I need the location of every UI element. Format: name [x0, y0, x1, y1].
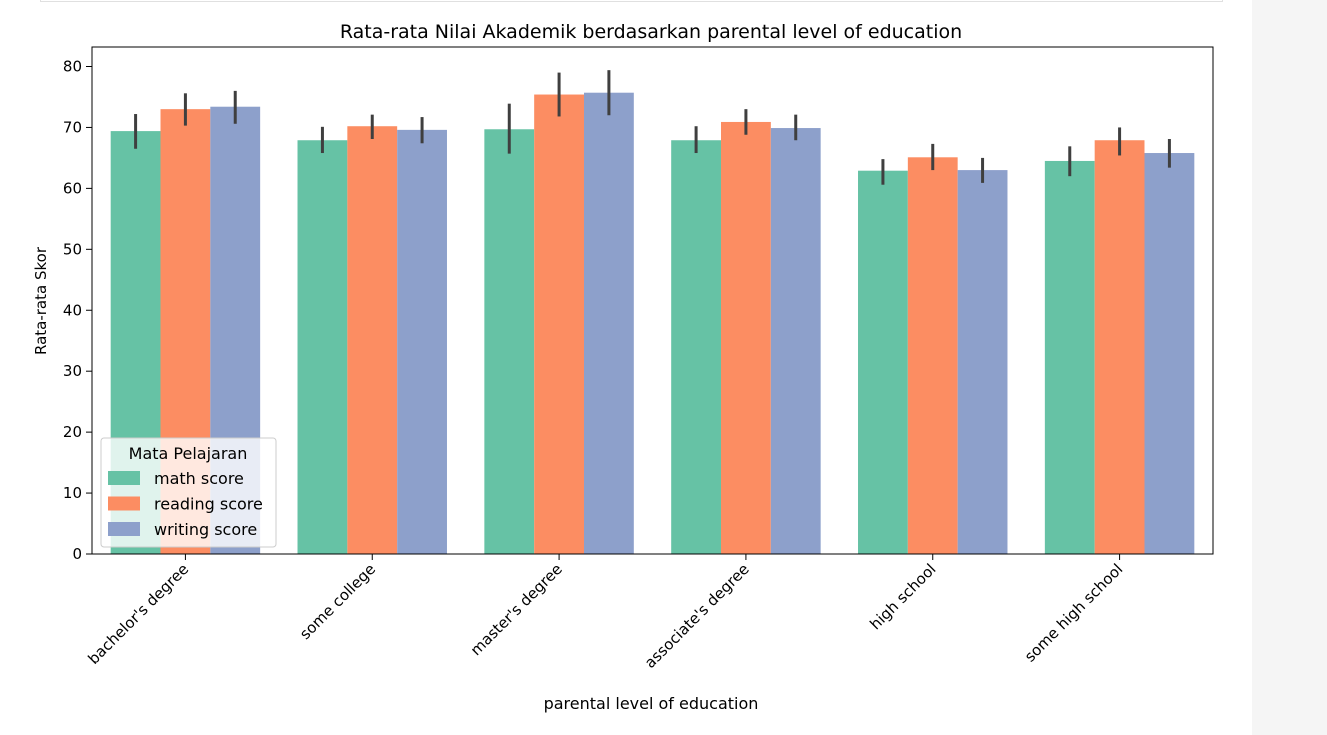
- bar: [484, 129, 535, 554]
- bar: [583, 92, 634, 554]
- legend-swatch: [108, 496, 140, 511]
- legend-swatch: [108, 522, 140, 536]
- x-tick-label: bachelor's degree: [84, 560, 192, 668]
- right-gutter: [1252, 0, 1327, 735]
- bar-chart: Rata-rata Nilai Akademik berdasarkan par…: [32, 21, 1214, 713]
- legend-title: Mata Pelajaran: [129, 444, 248, 463]
- bar: [1144, 153, 1195, 554]
- legend-label: math score: [154, 469, 244, 488]
- bar: [721, 121, 771, 554]
- previous-cell-border: [40, 0, 1223, 2]
- y-tick-label: 20: [63, 423, 82, 441]
- y-tick-label: 50: [63, 240, 82, 258]
- bar: [347, 126, 398, 554]
- y-tick-label: 30: [63, 362, 82, 380]
- bar: [770, 128, 821, 554]
- y-tick-label: 10: [63, 484, 82, 502]
- error-bars: [134, 70, 1171, 185]
- x-axis-label: parental level of education: [544, 694, 759, 713]
- bar: [1094, 140, 1145, 554]
- bar: [671, 140, 722, 554]
- y-tick-label: 0: [72, 545, 82, 563]
- y-axis: 0 10 20 30 40 50 60 70 80: [63, 58, 92, 563]
- x-tick-label: associate's degree: [641, 560, 753, 672]
- legend-items: math score reading score writing score: [108, 469, 263, 539]
- y-tick-label: 40: [63, 301, 82, 319]
- plot-frame: [91, 46, 1214, 555]
- y-tick-label: 60: [63, 179, 82, 197]
- x-tick-label: high school: [866, 560, 939, 633]
- y-tick-label: 70: [63, 118, 82, 136]
- y-axis-label: Rata-rata Skor: [32, 246, 50, 355]
- legend-swatch: [108, 471, 140, 485]
- bar: [957, 170, 1008, 554]
- x-tick-label: some college: [296, 560, 379, 643]
- chart-title: Rata-rata Nilai Akademik berdasarkan par…: [340, 21, 962, 43]
- x-axis: bachelor's degree some college master's de…: [84, 554, 1126, 672]
- x-tick-label: some high school: [1021, 560, 1126, 665]
- legend-label: reading score: [154, 495, 263, 514]
- x-tick-label: master's degree: [467, 560, 566, 659]
- bar: [858, 170, 908, 554]
- legend-box: [100, 437, 277, 548]
- bar: [907, 157, 958, 554]
- bar: [534, 94, 584, 554]
- bar: [297, 140, 348, 554]
- legend-label: writing score: [154, 520, 257, 539]
- y-tick-label: 80: [63, 58, 82, 76]
- bar: [1044, 160, 1095, 554]
- bar: [397, 129, 447, 554]
- legend: Mata Pelajaran math score reading score wr…: [100, 437, 277, 548]
